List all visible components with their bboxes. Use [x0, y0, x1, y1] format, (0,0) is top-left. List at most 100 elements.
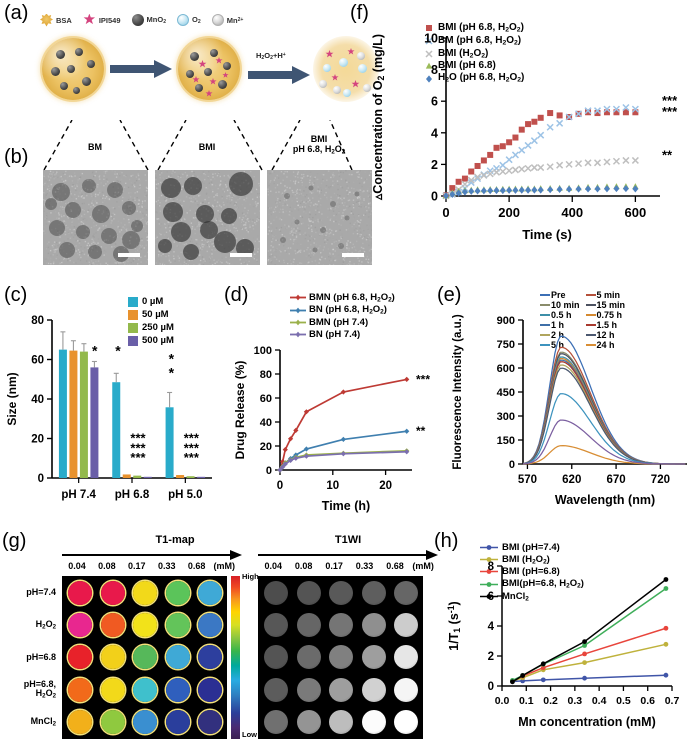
- e-ytick-300: 300: [497, 411, 515, 423]
- c-bar-2-1: [176, 475, 184, 478]
- c-bar-0-1: [69, 351, 77, 478]
- panel-f-plot: 02468100 200 400 600▵Concentration of O2 (m…: [348, 0, 700, 248]
- h-xtick-6: 0.6: [640, 695, 655, 707]
- h-xtick-3: 0.3: [568, 695, 583, 707]
- e-ytick-600: 600: [497, 363, 515, 375]
- tem-particle: [131, 220, 143, 232]
- t1map-well-3-1: [101, 678, 125, 702]
- f-ytick-0: 0: [431, 190, 438, 204]
- t1wi-well-1-0: [264, 613, 288, 637]
- o2-sphere-icon: [177, 14, 189, 26]
- t1wi-column-headers: 0.04 0.08 0.17 0.33 0.68 (mM): [258, 561, 436, 571]
- c-ytick-20: 20: [31, 434, 44, 446]
- f-xtick-600: 600: [625, 205, 647, 220]
- tem-particle: [171, 222, 191, 242]
- c-bar-0-0: [59, 350, 67, 478]
- panel-e-plot: 0150300450600750900570 620 670 720Fluoresce…: [435, 282, 700, 530]
- g-col-header-1-1: 0.08: [288, 561, 318, 571]
- t1wi-well-4-2: [329, 710, 353, 734]
- scale-bar-bmi-treated: [342, 253, 364, 257]
- nanoparticle-bmi: [178, 38, 240, 100]
- panel-g-mri: (g) T1-map T1WI 0.04 0.08 0.17 0.33 0.68 (mM)…: [0, 528, 440, 748]
- t1map-column-headers: 0.04 0.08 0.17 0.33 0.68 (mM): [62, 561, 237, 571]
- t1wi-well-4-1: [297, 710, 321, 734]
- g-col-header-1-4: 0.68: [380, 561, 410, 571]
- h-xtick-4: 0.4: [592, 695, 607, 707]
- h-ytick-6: 6: [488, 591, 494, 603]
- h-xlabel: Mn concentration (mM): [518, 715, 656, 729]
- t1wi-well-0-2: [329, 581, 353, 605]
- h-xtick-0: 0.0: [495, 695, 510, 707]
- d-xtick-10: 10: [326, 480, 339, 492]
- e-ytick-150: 150: [497, 435, 515, 447]
- tem-particle: [183, 244, 199, 260]
- legend-label-ipi549: IPI549: [99, 16, 121, 25]
- t1map-well-3-4: [198, 678, 222, 702]
- c-star-b: *: [115, 343, 121, 359]
- legend-item-o2: O2: [177, 14, 201, 26]
- tem-texture: [155, 170, 260, 265]
- f-ytick-8: 8: [431, 63, 438, 77]
- t1wi-well-2-3: [362, 645, 386, 669]
- d-xtick-20: 20: [379, 480, 392, 492]
- tem-particle: [101, 228, 117, 244]
- tem-particle: [65, 202, 81, 218]
- t1wi-well-0-3: [362, 581, 386, 605]
- e-xlabel: Wavelength (nm): [555, 493, 655, 507]
- d-xlabel: Time (h): [322, 499, 370, 513]
- t1map-well-4-3: [166, 710, 190, 734]
- tem-particle: [49, 220, 65, 236]
- t1map-well-4-4: [198, 710, 222, 734]
- t1map-image: [62, 576, 227, 739]
- arrow-2: [248, 66, 310, 84]
- t1wi-well-3-0: [264, 678, 288, 702]
- f-annotation-1: ***: [662, 104, 678, 119]
- h-xtick-7: 0.7: [665, 695, 680, 707]
- g-col-header-0-4: 0.68: [182, 561, 212, 571]
- t1wi-well-2-2: [329, 645, 353, 669]
- tem-particle: [82, 179, 96, 193]
- t1wi-well-0-4: [394, 581, 418, 605]
- c-bar-2-0: [166, 407, 174, 478]
- bsa-protein-icon: [40, 14, 53, 27]
- h-ytick-4: 4: [488, 621, 495, 633]
- c-bar-1-2: [133, 476, 141, 478]
- c-bar-1-0: [112, 382, 120, 478]
- tem-particle: [122, 231, 140, 249]
- f-xlabel: Time (s): [522, 227, 572, 242]
- h-ytick-2: 2: [488, 651, 494, 663]
- e-xtick-670: 670: [606, 474, 625, 486]
- f-xtick-400: 400: [561, 205, 583, 220]
- e-ytick-450: 450: [497, 387, 515, 399]
- g-col-header-1-3: 0.33: [349, 561, 379, 571]
- t1map-well-3-3: [166, 678, 190, 702]
- scale-bar-bm: [118, 253, 140, 257]
- g-col-header-0-3: 0.33: [152, 561, 182, 571]
- f-ytick-10: 10: [424, 32, 438, 46]
- panel-a-legend: BSA IPI549 MnO2 O2 Mn2+: [40, 10, 355, 30]
- f-ylabel: ▵Concentration of O2 (mg/L): [371, 34, 386, 201]
- panel-c-plot: 020406080Size (nm)pH 7.4 pH 6.8 pH 5.0* * **…: [0, 282, 225, 530]
- c-bar-0-2: [80, 352, 88, 478]
- t1wi-well-1-1: [297, 613, 321, 637]
- f-ytick-2: 2: [431, 158, 438, 172]
- c-xtick-2: pH 5.0: [168, 489, 203, 501]
- arrow-1: [110, 60, 172, 78]
- panel-g-row-labels: pH=7.4 H2O2 pH=6.8 pH=6.8, H2O2 MnCl2: [0, 576, 60, 739]
- f-ytick-4: 4: [431, 126, 438, 140]
- panel-a-letter: (a): [4, 2, 28, 25]
- t1map-well-1-0: [68, 613, 92, 637]
- t1wi-well-1-3: [362, 613, 386, 637]
- g-col-header-0-1: 0.08: [92, 561, 122, 571]
- e-xtick-620: 620: [562, 474, 581, 486]
- panel-c-size-barchart: (c) 0 µM 50 µM 250 µM 500 µM 0 20 40 60 80 Size …: [0, 282, 225, 530]
- tem-particle: [52, 183, 70, 201]
- c-bar-2-3: [197, 477, 205, 478]
- legend-item-ipi549: IPI549: [83, 14, 121, 27]
- t1map-well-2-1: [101, 645, 125, 669]
- g-col-header-1-2: 0.17: [319, 561, 349, 571]
- t1map-well-0-2: [133, 581, 157, 605]
- tem-particle: [284, 193, 290, 199]
- g-row-label-1: H2O2: [0, 609, 60, 642]
- tem-caption-bmi: BMI: [152, 142, 262, 152]
